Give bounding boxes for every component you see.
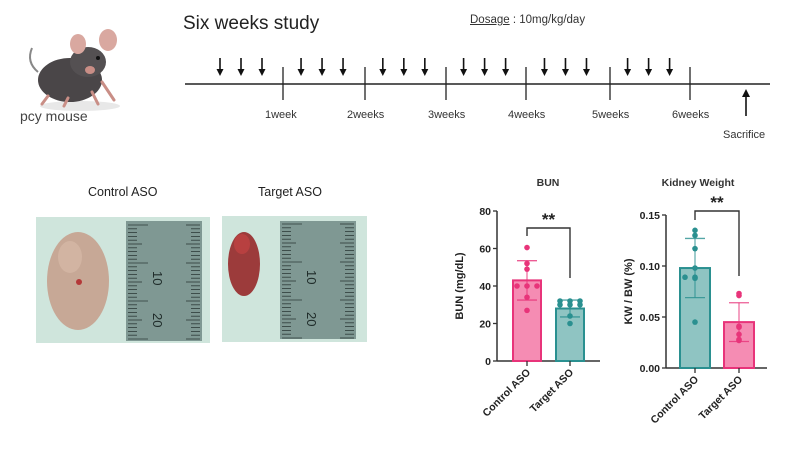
animal-label: pcy mouse <box>20 108 88 124</box>
dose-arrow-icon <box>400 58 408 76</box>
dose-arrow-icon <box>666 58 674 76</box>
data-point <box>557 301 563 308</box>
dosage-label: Dosage <box>470 14 510 26</box>
week-label: 6weeks <box>672 109 710 121</box>
dose-arrow-icon <box>645 58 653 76</box>
dosage-text: Dosage : 10mg/kg/day <box>470 14 585 26</box>
significance-bracket <box>694 210 740 276</box>
y-axis-label: BUN (mg/dL) <box>454 252 466 320</box>
mouse-image <box>29 29 120 111</box>
y-tick-label: 0.10 <box>640 261 661 273</box>
dose-arrow-icon <box>624 58 632 76</box>
y-tick-label: 60 <box>479 244 491 256</box>
y-tick-label: 80 <box>479 206 491 218</box>
y-tick-label: 0 <box>485 356 491 368</box>
dosage-value: 10mg/kg/day <box>519 14 586 26</box>
dose-arrow-icon <box>318 58 326 76</box>
data-point <box>736 337 742 344</box>
data-point <box>524 294 530 301</box>
data-point <box>692 227 698 234</box>
sacrifice-label: Sacrifice <box>723 129 765 141</box>
study-title: Six weeks study <box>183 13 320 34</box>
data-point <box>524 244 530 251</box>
dose-arrow-icon <box>561 58 569 76</box>
y-axis-label: KW / BW (%) <box>623 258 635 324</box>
dose-arrow-icon <box>258 58 266 76</box>
data-point <box>567 320 573 327</box>
dose-arrow-icon <box>216 58 224 76</box>
data-point <box>534 283 540 289</box>
week-label: 4weeks <box>508 109 546 121</box>
chart-title: BUN <box>537 177 560 189</box>
data-point <box>692 319 698 325</box>
dose-arrow-icon <box>540 58 548 76</box>
data-point <box>524 283 530 289</box>
y-tick-label: 0.05 <box>640 312 661 324</box>
significance-label: ** <box>710 193 724 212</box>
ruler-mark-10: 10 <box>150 271 165 285</box>
week-label: 5weeks <box>592 109 630 121</box>
data-point <box>524 266 530 272</box>
chart-title: Kidney Weight <box>662 177 735 189</box>
bar <box>723 321 755 370</box>
data-point <box>736 331 742 338</box>
data-point <box>567 301 573 308</box>
week-label: 2weeks <box>347 109 385 121</box>
data-point <box>692 245 698 252</box>
dose-arrow-icon <box>379 58 387 76</box>
x-tick-label: Target ASO <box>528 367 577 416</box>
data-point <box>692 275 698 282</box>
week-label: 1week <box>265 109 297 121</box>
y-tick-label: 0.00 <box>640 363 661 375</box>
y-tick-label: 40 <box>479 281 491 293</box>
study-timeline: 1week 2weeks 3weeks 4weeks 5weeks 6weeks Sacr… <box>185 58 770 141</box>
data-point <box>692 232 698 239</box>
data-point <box>692 265 698 271</box>
significance-label: ** <box>542 210 556 229</box>
dose-arrow-icon <box>582 58 590 76</box>
data-point <box>577 301 583 308</box>
data-point <box>567 313 573 319</box>
dose-arrow-icon <box>421 58 429 76</box>
y-tick-label: 20 <box>479 319 491 331</box>
dosage-separator: : <box>509 14 520 26</box>
data-point <box>682 274 688 281</box>
data-point <box>524 307 530 314</box>
dose-arrow-icon <box>339 58 347 76</box>
dose-arrow-icon <box>502 58 510 76</box>
dose-arrow-icon <box>481 58 489 76</box>
dose-arrow-icon <box>460 58 468 76</box>
control-kidney-photo: 10 20 <box>36 217 210 343</box>
data-point <box>736 324 742 330</box>
ruler-mark-10-target: 10 <box>304 270 319 284</box>
bun-chart: BUN BUN (mg/dL) 0 20 40 60 80 Control ASOTarget… <box>454 177 600 420</box>
target-kidney-photo: 10 20 <box>222 216 367 342</box>
ruler-mark-20: 20 <box>150 313 165 327</box>
dose-arrow-icon <box>297 58 305 76</box>
data-point <box>524 260 530 267</box>
control-ruler <box>126 221 202 341</box>
dose-arrow-icon <box>237 58 245 76</box>
control-photo-label: Control ASO <box>88 185 158 199</box>
kidney-weight-chart: Kidney Weight KW / BW (%) 0.00 0.05 0.10 0.15… <box>623 177 767 427</box>
data-point <box>736 292 742 299</box>
significance-bracket <box>526 227 571 278</box>
x-tick-label: Control ASO <box>480 367 533 420</box>
sacrifice-arrow-icon <box>742 89 750 116</box>
target-photo-label: Target ASO <box>258 185 322 199</box>
ruler-mark-20-target: 20 <box>304 312 319 326</box>
y-tick-label: 0.15 <box>640 210 661 222</box>
week-label: 3weeks <box>428 109 466 121</box>
x-tick-label: Target ASO <box>697 374 746 423</box>
x-tick-label: Control ASO <box>648 374 701 427</box>
data-point <box>514 283 520 289</box>
